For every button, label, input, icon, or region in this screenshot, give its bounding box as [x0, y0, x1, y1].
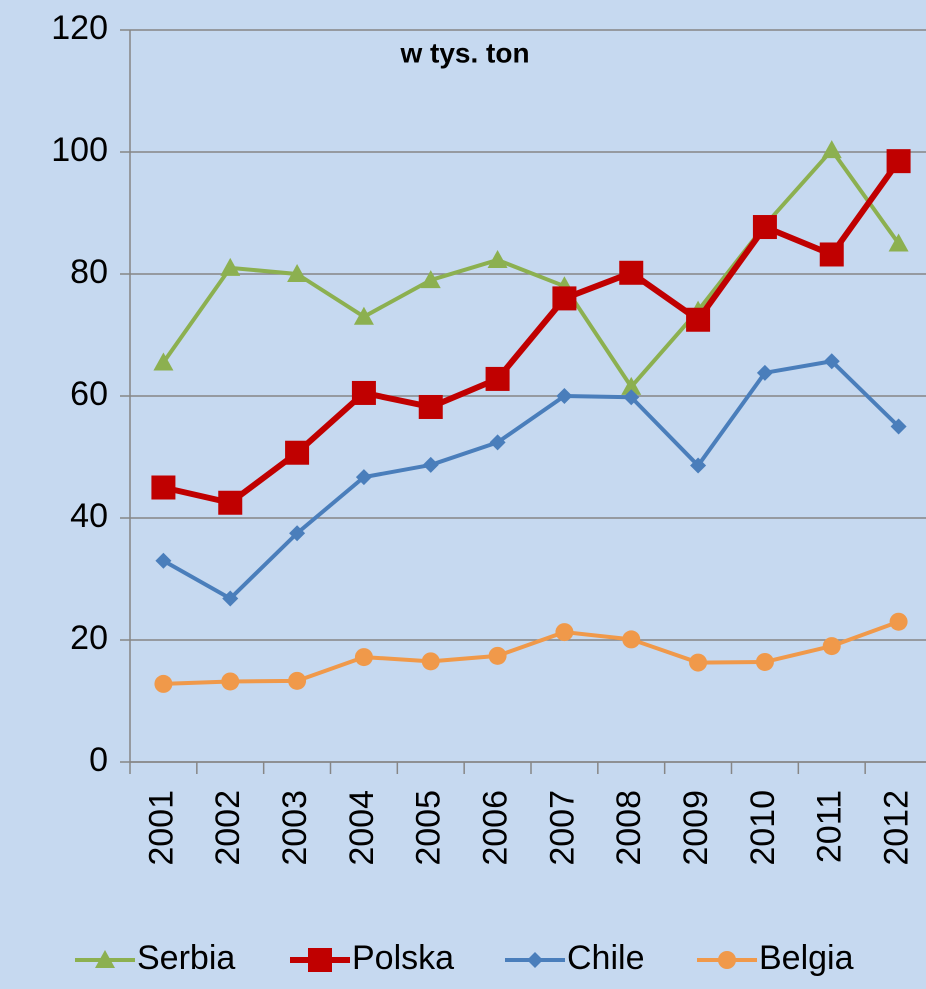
- series-line: [162, 359, 900, 601]
- marker: [889, 612, 908, 631]
- marker: [222, 590, 239, 607]
- marker: [422, 456, 439, 473]
- x-tick-label: 2005: [410, 790, 448, 866]
- marker: [488, 646, 507, 665]
- y-tick-label: 60: [70, 375, 108, 413]
- legend-marker: [718, 951, 736, 969]
- marker: [154, 674, 173, 693]
- marker: [355, 469, 372, 486]
- legend-label: Chile: [567, 939, 644, 977]
- marker: [690, 457, 707, 474]
- y-tick-label: 0: [89, 741, 108, 779]
- legend-label: Belgia: [759, 939, 854, 977]
- y-tick-label: 120: [51, 9, 108, 47]
- marker: [552, 286, 577, 311]
- marker: [153, 352, 174, 371]
- marker: [886, 149, 911, 174]
- marker: [218, 490, 243, 515]
- legend-label: Serbia: [137, 939, 235, 977]
- marker: [752, 215, 777, 240]
- marker: [689, 653, 708, 672]
- marker: [487, 249, 508, 268]
- x-tick-label: 2003: [276, 790, 314, 866]
- series-line: [162, 159, 902, 506]
- legend-marker: [308, 948, 332, 972]
- x-tick-label: 2006: [477, 790, 515, 866]
- y-tick-label: 80: [70, 253, 108, 291]
- marker: [418, 394, 443, 419]
- marker: [819, 242, 844, 267]
- marker: [823, 353, 840, 370]
- series-line: [163, 619, 900, 686]
- x-tick-label: 2007: [543, 790, 581, 866]
- marker: [354, 648, 373, 667]
- marker: [151, 475, 176, 500]
- marker: [351, 380, 376, 405]
- marker: [686, 307, 711, 332]
- legend-marker: [527, 952, 543, 968]
- marker: [623, 389, 640, 406]
- marker: [420, 270, 441, 289]
- marker: [289, 525, 306, 542]
- marker: [421, 652, 440, 671]
- x-tick-label: 2009: [677, 790, 715, 866]
- chart-title: w tys. ton: [399, 37, 529, 68]
- marker: [285, 440, 310, 465]
- y-tick-label: 20: [70, 619, 108, 657]
- x-tick-label: 2012: [878, 790, 916, 866]
- x-tick-label: 2011: [811, 790, 849, 863]
- marker: [288, 671, 307, 690]
- marker: [619, 260, 644, 285]
- marker: [155, 552, 172, 569]
- marker: [489, 434, 506, 451]
- x-tick-label: 2008: [610, 790, 648, 866]
- marker: [287, 264, 308, 282]
- marker: [755, 652, 774, 671]
- marker: [821, 140, 842, 159]
- legend-marker: [95, 950, 115, 968]
- x-tick-label: 2002: [209, 790, 247, 866]
- x-tick-label: 2004: [343, 790, 381, 866]
- marker: [353, 306, 374, 325]
- marker: [890, 418, 907, 435]
- marker: [485, 366, 510, 391]
- marker: [756, 364, 773, 381]
- series-line: [161, 148, 901, 389]
- legend-label: Polska: [352, 939, 454, 977]
- y-tick-label: 40: [70, 497, 108, 535]
- x-tick-label: 2001: [142, 790, 180, 866]
- marker: [822, 637, 841, 656]
- marker: [221, 672, 240, 691]
- marker: [621, 376, 642, 395]
- marker: [220, 257, 241, 276]
- marker: [556, 388, 573, 404]
- x-tick-label: 2010: [744, 790, 782, 866]
- marker: [555, 623, 574, 642]
- marker: [622, 630, 641, 649]
- y-tick-label: 100: [51, 131, 108, 169]
- marker: [888, 233, 909, 252]
